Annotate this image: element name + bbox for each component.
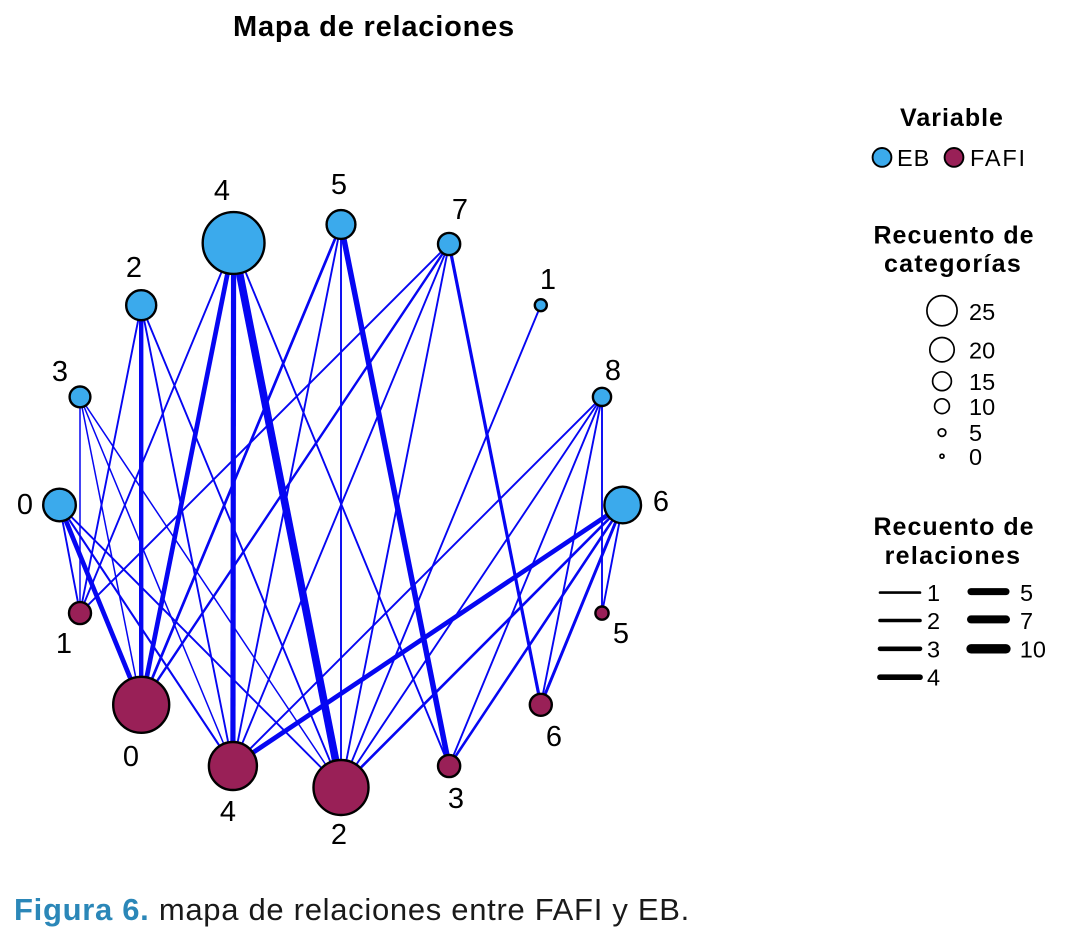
svg-text:10: 10 [969,394,995,420]
svg-text:0: 0 [17,489,33,521]
svg-text:10: 10 [1020,636,1046,662]
svg-text:FAFI: FAFI [970,145,1027,171]
svg-text:20: 20 [969,338,995,364]
svg-text:3: 3 [52,356,68,388]
svg-text:25: 25 [969,299,995,325]
svg-text:7: 7 [452,194,468,226]
svg-text:3: 3 [927,636,940,662]
svg-text:categorías: categorías [884,250,1022,278]
svg-text:15: 15 [969,369,995,395]
svg-text:2: 2 [927,608,940,634]
svg-text:3: 3 [448,783,464,815]
svg-text:1: 1 [56,628,72,660]
svg-text:1: 1 [540,264,556,296]
svg-text:4: 4 [214,175,230,207]
svg-text:5: 5 [613,618,629,650]
svg-text:6: 6 [546,721,562,753]
svg-text:2: 2 [126,252,142,284]
svg-text:0: 0 [123,741,139,773]
svg-text:4: 4 [927,665,940,691]
svg-text:0: 0 [969,444,982,470]
svg-text:relaciones: relaciones [885,542,1022,570]
svg-text:Variable: Variable [900,104,1004,132]
svg-text:EB: EB [897,145,930,171]
svg-text:1: 1 [927,580,940,606]
svg-text:7: 7 [1020,608,1033,634]
svg-text:5: 5 [1020,580,1033,606]
svg-text:4: 4 [220,796,236,828]
svg-text:Recuento de: Recuento de [873,513,1034,541]
svg-text:5: 5 [331,169,347,201]
svg-text:Recuento de: Recuento de [873,222,1034,250]
svg-text:5: 5 [969,420,982,446]
svg-text:2: 2 [331,819,347,851]
svg-text:8: 8 [605,355,621,387]
svg-text:6: 6 [653,486,669,518]
